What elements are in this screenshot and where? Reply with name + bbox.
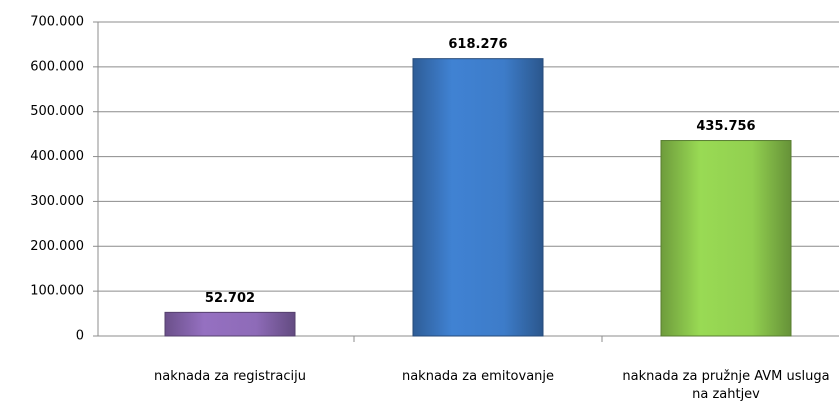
bar — [412, 58, 544, 337]
x-tick-label: naknada za registraciju — [154, 369, 306, 384]
y-tick-label: 0 — [76, 329, 84, 344]
bar — [164, 311, 296, 337]
x-tick-label: naknada za pružnje AVM usluga na zahtjev — [622, 369, 830, 402]
x-tick-label: naknada za emitovanje — [401, 369, 555, 384]
value-label: 618.276 — [448, 37, 507, 52]
y-tick-label: 500.000 — [30, 104, 84, 119]
bar — [660, 140, 792, 337]
y-tick-label: 200.000 — [30, 239, 84, 254]
y-tick-label: 300.000 — [30, 194, 84, 209]
y-tick-label: 400.000 — [30, 149, 84, 164]
y-tick-label: 700.000 — [30, 15, 84, 30]
y-tick-label: 600.000 — [30, 59, 84, 74]
value-label: 52.702 — [205, 291, 255, 306]
value-label: 435.756 — [696, 119, 755, 134]
y-tick-label: 100.000 — [30, 284, 84, 299]
